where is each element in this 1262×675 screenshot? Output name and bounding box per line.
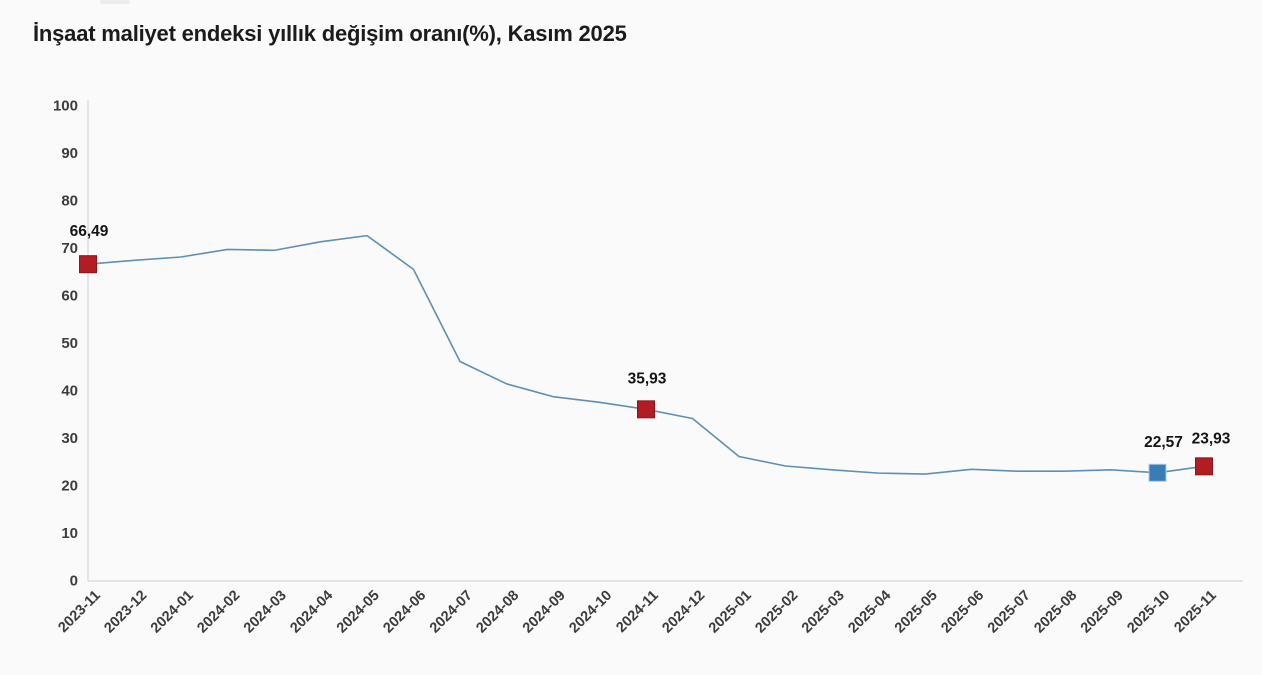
y-tick-label: 20	[61, 478, 78, 495]
point-label-2025-11: 23,93	[1192, 430, 1231, 447]
x-tick-label: 2025-08	[1031, 588, 1080, 637]
y-tick-label: 90	[61, 145, 78, 162]
x-tick-label: 2024-08	[473, 588, 522, 637]
x-tick-label: 2025-07	[985, 588, 1034, 637]
x-tick-label: 2025-11	[1171, 588, 1219, 636]
data-marker-2025-10	[1148, 463, 1167, 482]
x-tick-label: 2024-04	[287, 588, 336, 637]
x-tick-label: 2024-12	[659, 588, 708, 637]
point-label-2025-10: 22,57	[1144, 434, 1183, 451]
x-tick-label: 2024-03	[241, 588, 290, 637]
y-tick-label: 40	[61, 383, 78, 400]
y-tick-label: 80	[61, 193, 78, 210]
x-tick-label: 2024-09	[520, 588, 569, 637]
x-tick-label: 2024-10	[566, 588, 615, 637]
x-tick-label: 2025-03	[799, 588, 848, 637]
y-tick-label: 100	[53, 98, 78, 115]
data-marker-2024-11	[637, 400, 655, 419]
x-tick-label: 2024-11	[613, 588, 661, 636]
x-tick-label: 2024-01	[148, 588, 197, 637]
data-marker-2025-11	[1195, 457, 1213, 476]
x-tick-label: 2025-09	[1078, 588, 1127, 637]
x-tick-label: 2024-02	[194, 588, 243, 637]
x-tick-label: 2025-01	[706, 588, 755, 637]
y-tick-label: 70	[61, 240, 78, 257]
x-tick-label: 2024-07	[427, 588, 476, 637]
series-line	[87, 234, 1205, 475]
y-tick-label: 10	[61, 525, 78, 542]
x-tick-label: 2023-12	[101, 588, 150, 637]
x-tick-label: 2024-06	[380, 588, 429, 637]
x-tick-label: 2025-10	[1124, 588, 1173, 637]
x-tick-label: 2024-05	[334, 588, 383, 637]
x-tick-label: 2023-11	[55, 588, 103, 636]
chart-title: İnşaat maliyet endeksi yıllık değişim or…	[33, 21, 627, 46]
data-marker-2023-11	[79, 255, 97, 274]
x-tick-label: 2025-04	[845, 588, 894, 637]
y-tick-label: 60	[61, 288, 78, 305]
x-tick-label: 2025-02	[752, 588, 801, 637]
point-label-2024-11: 35,93	[628, 370, 667, 387]
y-tick-label: 50	[61, 335, 78, 352]
x-tick-label: 2025-05	[892, 588, 941, 637]
x-tick-label: 2025-06	[938, 588, 987, 637]
y-tick-label: 0	[70, 573, 78, 590]
top-edge-artifact	[100, 0, 130, 4]
y-tick-label: 30	[61, 430, 78, 447]
point-label-2023-11: 66,49	[70, 223, 109, 240]
